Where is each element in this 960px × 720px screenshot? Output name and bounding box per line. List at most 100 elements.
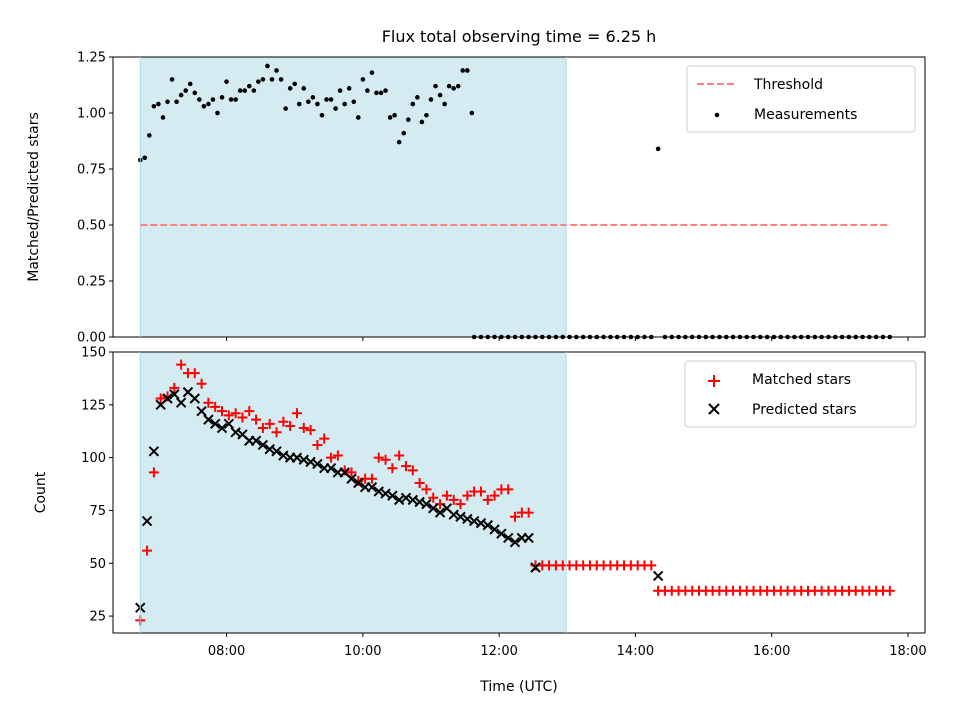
matched-star-point: [414, 477, 425, 488]
matched-star-point: [489, 490, 500, 501]
predicted-star-point: [312, 458, 323, 470]
predicted-star-point: [196, 405, 207, 417]
predicted-star-point: [189, 393, 200, 404]
measurement-point: [228, 97, 234, 102]
measurement-point: [174, 99, 179, 105]
matched-star-point: [394, 450, 405, 461]
measurement-point: [369, 70, 375, 75]
measurement-point: [197, 97, 202, 102]
measurement-point: [292, 81, 298, 87]
matched-star-point: [332, 450, 343, 461]
matched-star-point: [646, 560, 657, 571]
measurement-point: [160, 115, 166, 120]
predicted-star-point: [489, 524, 500, 535]
chart-title: Flux total observing time = 6.25 h: [382, 27, 657, 46]
measurement-point: [201, 103, 207, 109]
legend-matched-marker: [708, 375, 720, 387]
measurement-point: [156, 101, 161, 107]
y-tick-label: 0.75: [77, 163, 106, 178]
measurement-point: [165, 99, 170, 105]
measurement-point: [315, 101, 320, 107]
x-tick-label: 16:00: [753, 644, 790, 659]
top-x-ticks: [226, 337, 909, 341]
measurement-point: [147, 133, 152, 138]
measurement-point: [356, 115, 361, 120]
measurement-point: [337, 88, 343, 93]
predicted-star-point: [530, 562, 541, 573]
matched-star-point: [264, 418, 275, 429]
y-tick-label: 25: [89, 610, 106, 625]
top-y-ticks: 0.00 0.25 0.50 0.75 1.00 1.25: [77, 51, 113, 346]
predicted-star-point: [652, 570, 664, 582]
x-tick-label: 08:00: [208, 644, 245, 659]
measurement-point: [319, 112, 325, 118]
measurement-point: [405, 117, 411, 123]
measurement-point: [360, 77, 366, 82]
x-tick-label: 18:00: [889, 644, 926, 659]
measurement-point: [151, 103, 157, 109]
predicted-star-point: [428, 503, 439, 514]
matched-star-point: [441, 490, 452, 501]
measurement-point: [465, 68, 470, 73]
measurement-point: [392, 112, 397, 118]
measurement-point: [469, 110, 475, 116]
matched-star-point: [217, 406, 228, 417]
matched-star-point: [475, 486, 486, 497]
measurement-point: [142, 155, 148, 161]
measurement-point: [287, 86, 293, 91]
measurement-point: [251, 88, 257, 93]
matched-star-point: [278, 416, 289, 427]
measurement-point: [433, 83, 438, 89]
measurement-point: [415, 95, 420, 100]
matched-star-point: [482, 494, 493, 505]
y-tick-label: 150: [81, 346, 106, 361]
measurement-point: [455, 83, 461, 89]
matched-star-point: [237, 412, 248, 423]
matched-star-point: [298, 423, 309, 434]
measurement-point: [206, 101, 211, 107]
matched-star-point: [210, 401, 221, 412]
y-tick-label: 125: [81, 398, 106, 413]
matched-star-point: [421, 484, 432, 495]
y-tick-label: 1.00: [77, 107, 106, 122]
matched-star-point: [380, 454, 391, 465]
measurement-point: [424, 112, 429, 118]
top-legend: Threshold Measurements: [686, 65, 916, 133]
measurement-point: [333, 106, 338, 111]
matched-star-point: [251, 414, 262, 425]
x-axis-label: Time (UTC): [479, 679, 557, 695]
measurement-point: [428, 97, 434, 102]
measurement-point: [256, 79, 261, 84]
predicted-star-point: [148, 446, 160, 457]
observing-window-shade: [140, 57, 567, 337]
measurement-point: [306, 99, 311, 105]
matched-star-point: [428, 492, 439, 503]
predicted-star-point: [162, 393, 173, 404]
bottom-panel-frame: [112, 351, 926, 634]
predicted-star-point: [421, 498, 432, 510]
bottom-panel-marks: [135, 359, 895, 626]
matched-star-point: [271, 427, 282, 438]
measurement-point: [283, 106, 288, 111]
predicted-star-point: [387, 490, 398, 501]
measurement-point: [351, 99, 357, 105]
matched-star-point: [244, 406, 255, 417]
top-legend-box: [686, 65, 916, 133]
measurement-point: [655, 146, 661, 152]
matched-star-point: [884, 585, 895, 596]
x-tick-label: 14:00: [617, 644, 654, 659]
y-tick-label: 0.25: [77, 275, 106, 290]
measurement-point: [215, 110, 220, 116]
matched-star-point: [312, 439, 323, 450]
measurement-point: [210, 97, 216, 102]
legend-predicted-label: Predicted stars: [752, 402, 857, 418]
measurement-point: [378, 90, 384, 96]
y-tick-label: 0.00: [77, 331, 106, 346]
measurement-point: [419, 119, 425, 125]
measurement-point: [451, 86, 456, 91]
predicted-star-point: [325, 462, 337, 474]
matched-star-point: [462, 490, 473, 501]
measurement-point: [169, 77, 175, 82]
top-y-axis-label: Matched/Predicted stars: [26, 112, 42, 282]
